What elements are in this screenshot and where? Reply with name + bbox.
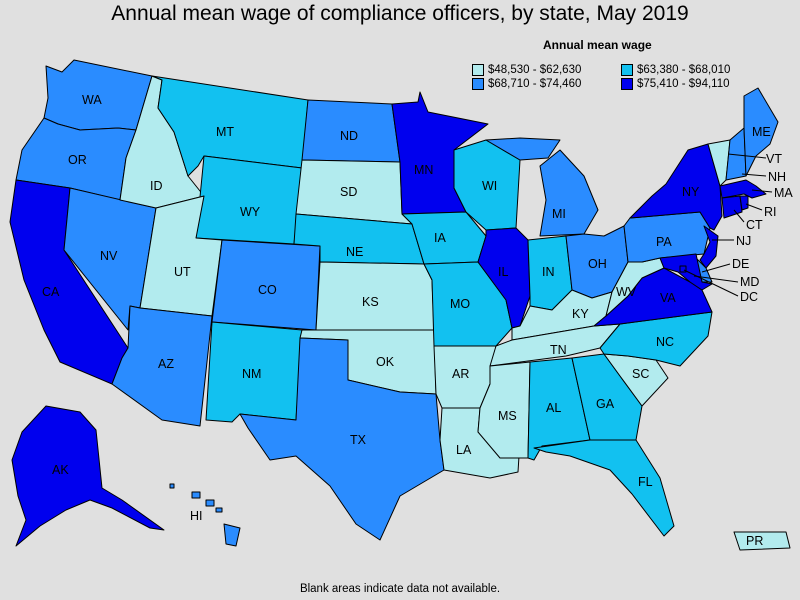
state-dc[interactable] — [679, 265, 687, 273]
label-ar: AR — [452, 367, 469, 381]
state-wy[interactable] — [195, 155, 303, 245]
label-ca: CA — [42, 285, 60, 299]
leader-ct — [733, 209, 745, 223]
label-co: CO — [258, 283, 277, 297]
label-nj: NJ — [736, 234, 751, 248]
label-mo: MO — [450, 297, 470, 311]
label-sd: SD — [340, 185, 357, 199]
label-pa: PA — [656, 235, 672, 249]
state-hi[interactable] — [169, 483, 241, 547]
label-va: VA — [660, 291, 676, 305]
label-me: ME — [752, 125, 771, 139]
legend-item-a: $48,530 - $62,630 — [472, 64, 581, 76]
label-oh: OH — [588, 257, 607, 271]
label-ks: KS — [362, 295, 379, 309]
state-ak[interactable] — [11, 405, 165, 547]
label-tn: TN — [550, 343, 567, 357]
label-fl: FL — [638, 475, 653, 489]
legend-label-b: $63,380 - $68,010 — [637, 64, 731, 76]
label-ok: OK — [376, 355, 395, 369]
label-pr: PR — [746, 534, 763, 548]
leader-de — [701, 263, 731, 273]
label-hi: HI — [190, 509, 203, 523]
label-ut: UT — [174, 265, 191, 279]
label-la: LA — [456, 443, 472, 457]
label-ky: KY — [572, 307, 589, 321]
legend-item-d: $75,410 - $94,110 — [621, 78, 730, 90]
state-ma[interactable] — [719, 179, 767, 199]
leader-vt — [727, 153, 767, 159]
legend-label-d: $75,410 - $94,110 — [637, 78, 730, 90]
label-il: IL — [498, 265, 508, 279]
legend-label-c: $68,710 - $74,460 — [488, 78, 582, 90]
legend-swatch-b — [621, 64, 633, 76]
label-ga: GA — [596, 397, 615, 411]
label-ma: MA — [774, 186, 793, 200]
label-nh: NH — [768, 170, 786, 184]
map-title: Annual mean wage of compliance officers,… — [111, 2, 689, 25]
leader-ma — [751, 189, 773, 193]
state-mi[interactable] — [485, 137, 599, 237]
label-nv: NV — [100, 249, 118, 263]
label-wy: WY — [240, 205, 261, 219]
label-al: AL — [546, 401, 561, 415]
leader-dc — [683, 269, 739, 297]
state-ct[interactable] — [721, 195, 743, 219]
label-id: ID — [150, 179, 163, 193]
label-or: OR — [68, 153, 87, 167]
state-pr[interactable] — [733, 531, 791, 551]
state-tx[interactable] — [239, 337, 445, 541]
label-az: AZ — [158, 357, 174, 371]
legend-label-a: $48,530 - $62,630 — [488, 64, 582, 76]
label-vt: VT — [766, 152, 782, 166]
legend-swatch-a — [472, 64, 484, 76]
label-ny: NY — [682, 185, 700, 199]
label-sc: SC — [632, 367, 649, 381]
state-nj[interactable] — [699, 225, 719, 269]
label-ia: IA — [434, 231, 446, 245]
label-dc: DC — [740, 290, 758, 304]
state-fl[interactable] — [533, 439, 675, 537]
legend-item-c: $68,710 - $74,460 — [472, 78, 581, 90]
label-ri: RI — [764, 205, 777, 219]
label-de: DE — [732, 257, 749, 271]
leader-ri — [745, 203, 763, 211]
label-mt: MT — [216, 125, 234, 139]
label-mi: MI — [552, 207, 566, 221]
label-ct: CT — [746, 218, 763, 232]
label-nd: ND — [340, 129, 358, 143]
label-wa: WA — [82, 93, 102, 107]
legend-swatch-d — [621, 78, 633, 90]
legend-title: Annual mean wage — [543, 38, 652, 52]
state-az[interactable] — [111, 305, 213, 427]
state-ri[interactable] — [739, 195, 749, 211]
label-mn: MN — [414, 163, 433, 177]
label-md: MD — [740, 275, 759, 289]
label-wi: WI — [482, 179, 497, 193]
leader-md — [693, 275, 739, 283]
label-tx: TX — [350, 433, 367, 447]
label-ne: NE — [346, 245, 363, 259]
footnote: Blank areas indicate data not available. — [299, 583, 501, 595]
label-in: IN — [542, 265, 555, 279]
label-nm: NM — [242, 367, 261, 381]
legend-swatch-c — [472, 78, 484, 90]
state-me[interactable] — [743, 87, 779, 177]
label-wv: WV — [616, 285, 637, 299]
label-ms: MS — [498, 409, 517, 423]
leader-nh — [741, 173, 767, 177]
label-nc: NC — [656, 335, 674, 349]
legend-item-b: $63,380 - $68,010 — [621, 64, 730, 76]
label-ak: AK — [52, 463, 69, 477]
